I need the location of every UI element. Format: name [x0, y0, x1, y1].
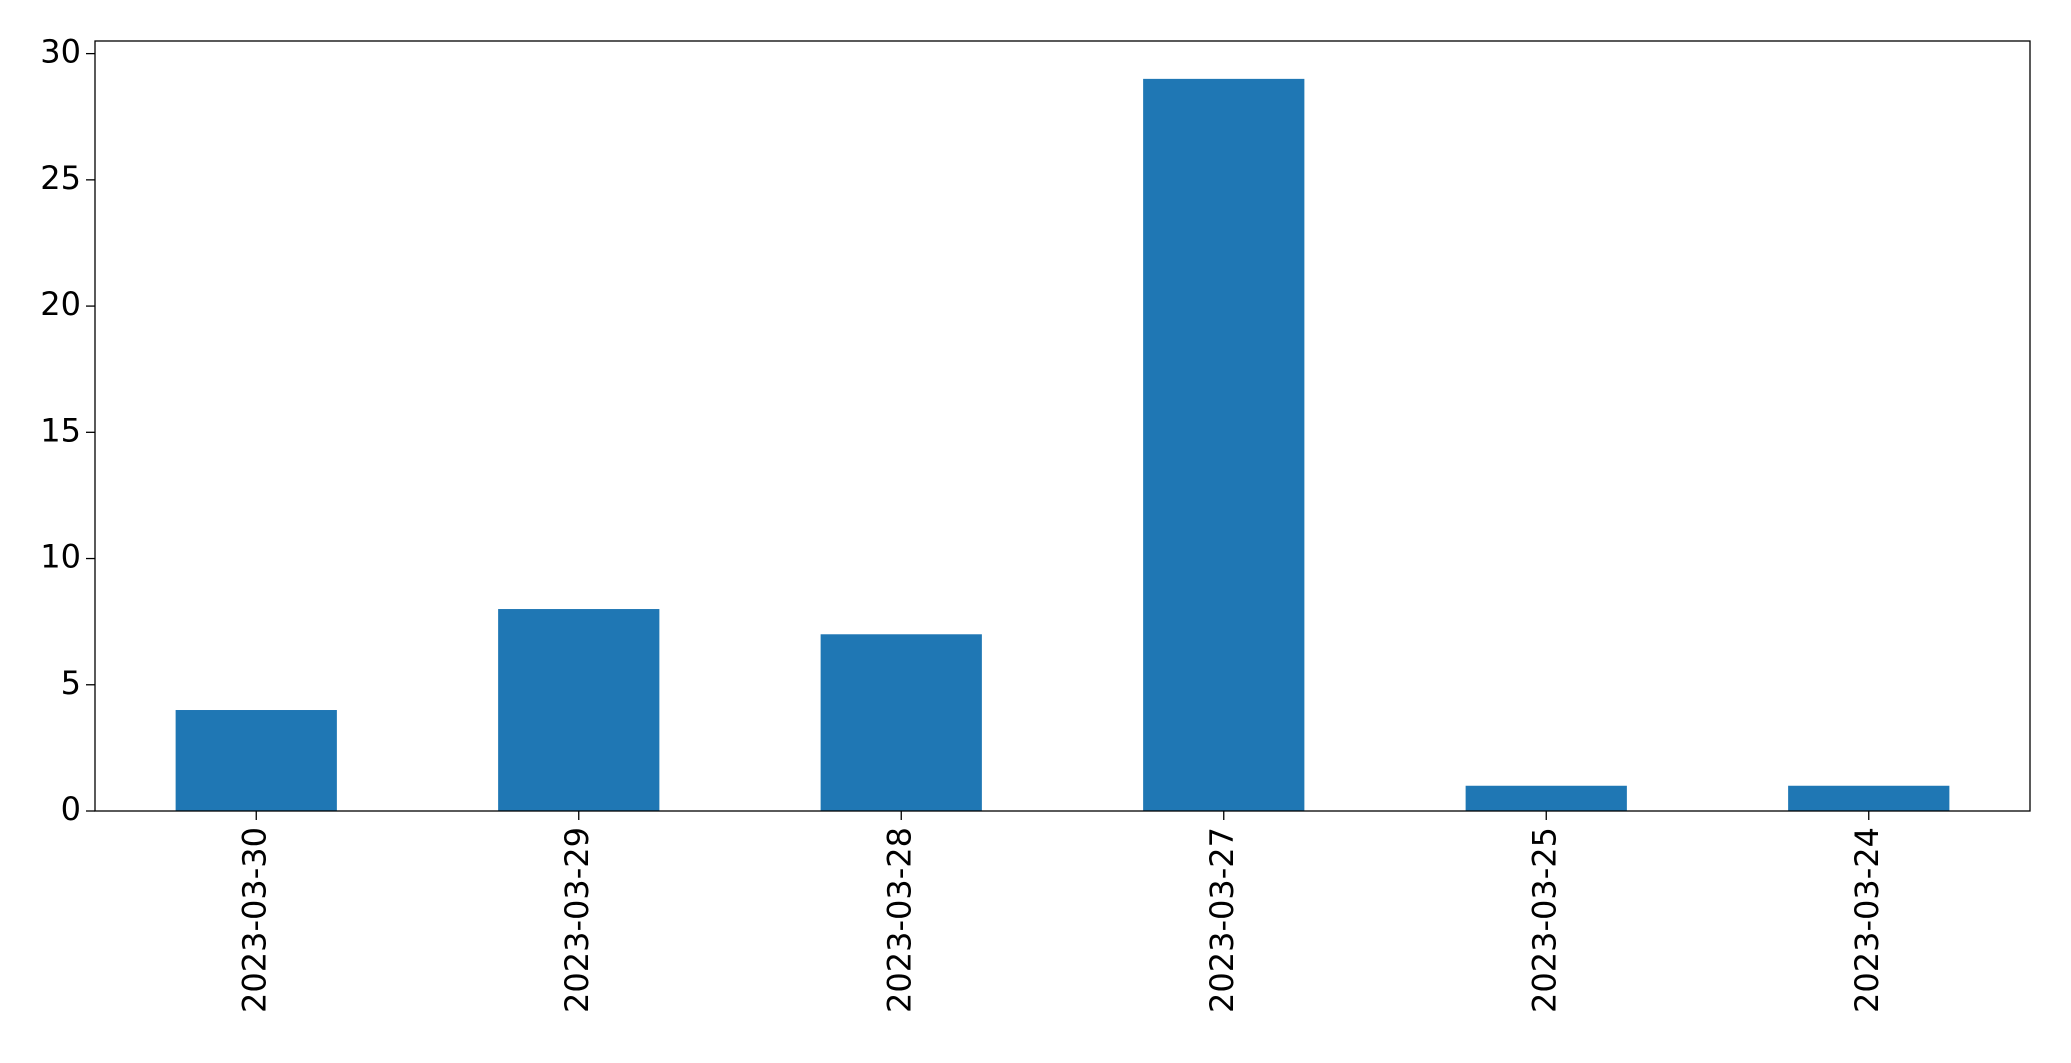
bar: [820, 634, 982, 811]
bar: [1465, 785, 1627, 811]
plot-frame: [94, 40, 2031, 812]
bar: [498, 609, 660, 811]
bar: [175, 710, 337, 811]
y-tick-label: 5: [61, 664, 81, 702]
y-tick-label: 15: [40, 411, 81, 449]
x-tick-label: 2023-03-27: [1203, 827, 1241, 1013]
y-tick-label: 10: [40, 538, 81, 576]
y-tick-label: 25: [40, 159, 81, 197]
bar: [1143, 78, 1305, 812]
x-tick-label: 2023-03-25: [1525, 827, 1563, 1013]
x-tick-label: 2023-03-29: [558, 827, 596, 1013]
x-tick-label: 2023-03-24: [1848, 827, 1886, 1013]
y-tick-label: 0: [61, 790, 81, 828]
bar: [1788, 785, 1950, 811]
y-tick-label: 30: [40, 33, 81, 71]
y-tick-label: 20: [40, 285, 81, 323]
x-tick-label: 2023-03-30: [235, 827, 273, 1013]
x-tick-label: 2023-03-28: [880, 827, 918, 1013]
